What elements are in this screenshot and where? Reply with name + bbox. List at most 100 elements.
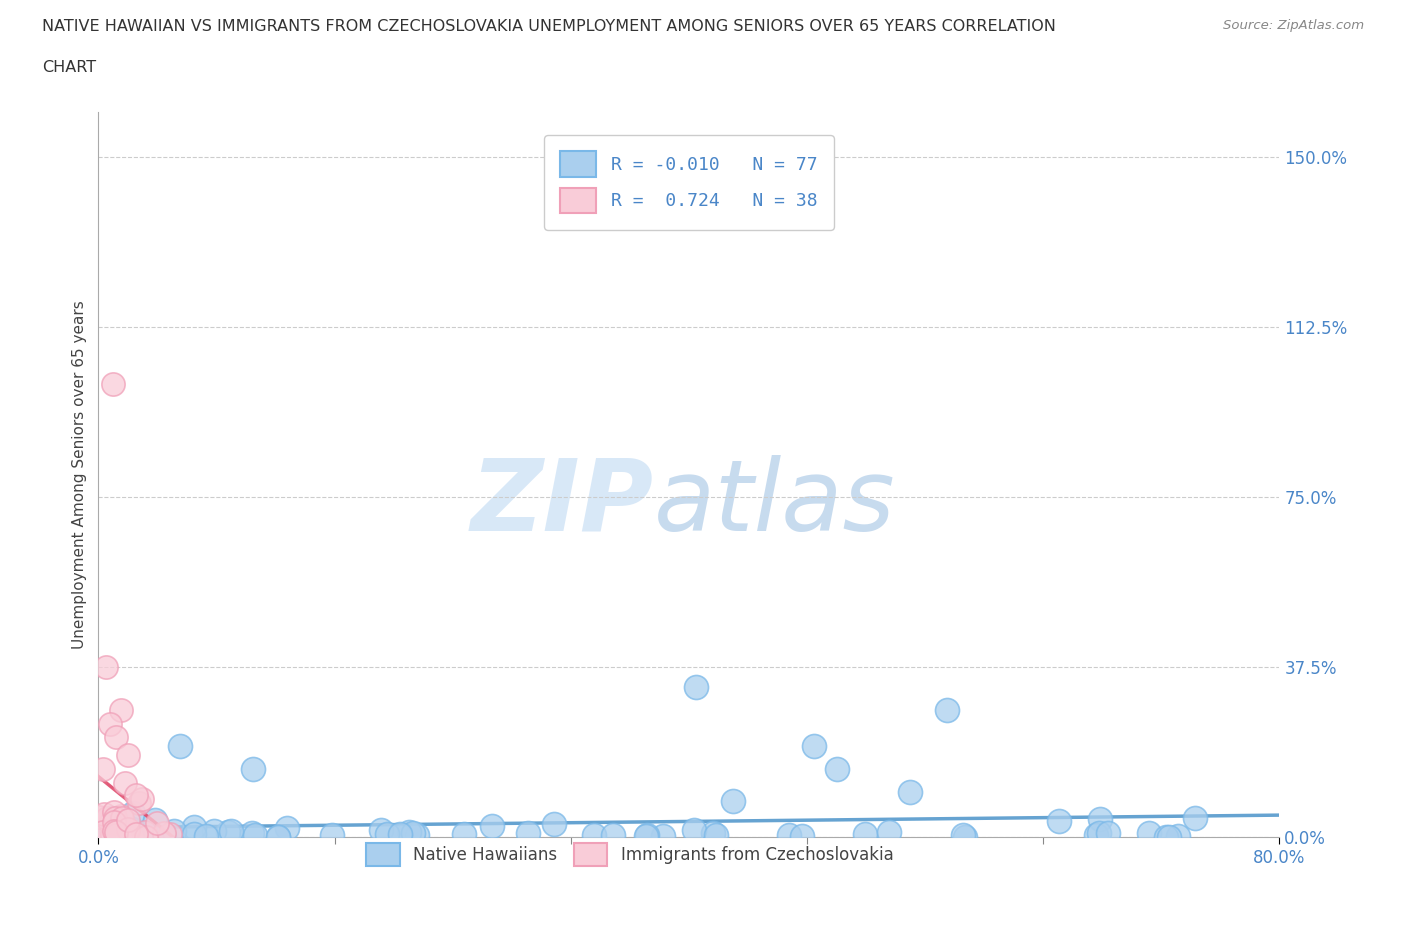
Point [1085, 828, 1108, 843]
Point [704, 828, 727, 843]
Point [1137, 826, 1160, 841]
Point [685, 680, 707, 695]
Point [453, 827, 475, 842]
Point [96, 810, 118, 825]
Point [900, 784, 922, 799]
Point [98, 716, 121, 731]
Point [702, 826, 724, 841]
Point [153, 825, 176, 840]
Point [121, 822, 143, 837]
Point [146, 816, 169, 830]
Point [219, 824, 242, 839]
Point [131, 791, 153, 806]
Point [110, 808, 132, 823]
Point [778, 828, 800, 843]
Point [94, 659, 117, 674]
Point [543, 817, 565, 831]
Point [195, 829, 218, 844]
Point [202, 824, 225, 839]
Point [100, 827, 122, 842]
Y-axis label: Unemployment Among Seniors over 65 years: Unemployment Among Seniors over 65 years [72, 300, 87, 649]
Point [321, 828, 343, 843]
Point [790, 829, 813, 844]
Point [122, 805, 145, 820]
Point [101, 828, 124, 843]
Point [117, 748, 139, 763]
Point [100, 829, 122, 844]
Point [89, 827, 111, 842]
Text: NATIVE HAWAIIAN VS IMMIGRANTS FROM CZECHOSLOVAKIA UNEMPLOYMENT AMONG SENIORS OVE: NATIVE HAWAIIAN VS IMMIGRANTS FROM CZECH… [42, 19, 1056, 33]
Point [582, 827, 605, 842]
Point [723, 793, 745, 808]
Point [110, 830, 132, 844]
Point [117, 812, 139, 827]
Point [135, 830, 157, 844]
Point [115, 825, 138, 840]
Point [94, 822, 117, 837]
Point [114, 828, 136, 843]
Point [398, 825, 420, 840]
Point [825, 762, 848, 777]
Point [240, 825, 263, 840]
Point [93, 819, 115, 834]
Point [104, 825, 127, 840]
Point [103, 815, 125, 830]
Point [89, 829, 111, 844]
Point [104, 811, 127, 826]
Point [110, 823, 132, 838]
Point [103, 824, 125, 839]
Point [1088, 826, 1111, 841]
Point [1097, 826, 1119, 841]
Point [276, 820, 298, 835]
Point [111, 810, 134, 825]
Point [879, 824, 901, 839]
Point [267, 830, 290, 844]
Point [89, 810, 111, 825]
Point [651, 829, 673, 844]
Point [402, 826, 425, 841]
Point [169, 738, 191, 753]
Point [110, 703, 132, 718]
Point [91, 762, 114, 777]
Point [389, 829, 412, 844]
Point [124, 788, 146, 803]
Point [1157, 830, 1180, 844]
Point [153, 830, 176, 844]
Point [105, 730, 128, 745]
Point [406, 828, 429, 843]
Point [242, 762, 264, 777]
Point [128, 795, 150, 810]
Point [96, 829, 118, 844]
Point [243, 828, 266, 843]
Point [89, 830, 111, 844]
Point [952, 828, 974, 843]
Point [634, 828, 657, 843]
Point [183, 819, 205, 834]
Point [117, 821, 139, 836]
Point [101, 827, 124, 842]
Point [132, 826, 155, 841]
Point [143, 812, 166, 827]
Point [683, 823, 706, 838]
Point [1184, 810, 1206, 825]
Point [93, 807, 115, 822]
Point [377, 827, 399, 842]
Point [94, 828, 117, 843]
Point [104, 828, 127, 843]
Point [955, 830, 977, 844]
Point [266, 830, 288, 844]
Point [1088, 812, 1111, 827]
Point [134, 825, 156, 840]
Point [370, 823, 392, 838]
Point [217, 825, 239, 840]
Point [159, 827, 181, 842]
Text: CHART: CHART [42, 60, 96, 75]
Point [103, 377, 125, 392]
Point [104, 815, 127, 830]
Point [636, 828, 658, 843]
Point [602, 828, 624, 843]
Point [121, 830, 143, 844]
Point [100, 810, 122, 825]
Point [1154, 830, 1177, 844]
Point [125, 827, 148, 842]
